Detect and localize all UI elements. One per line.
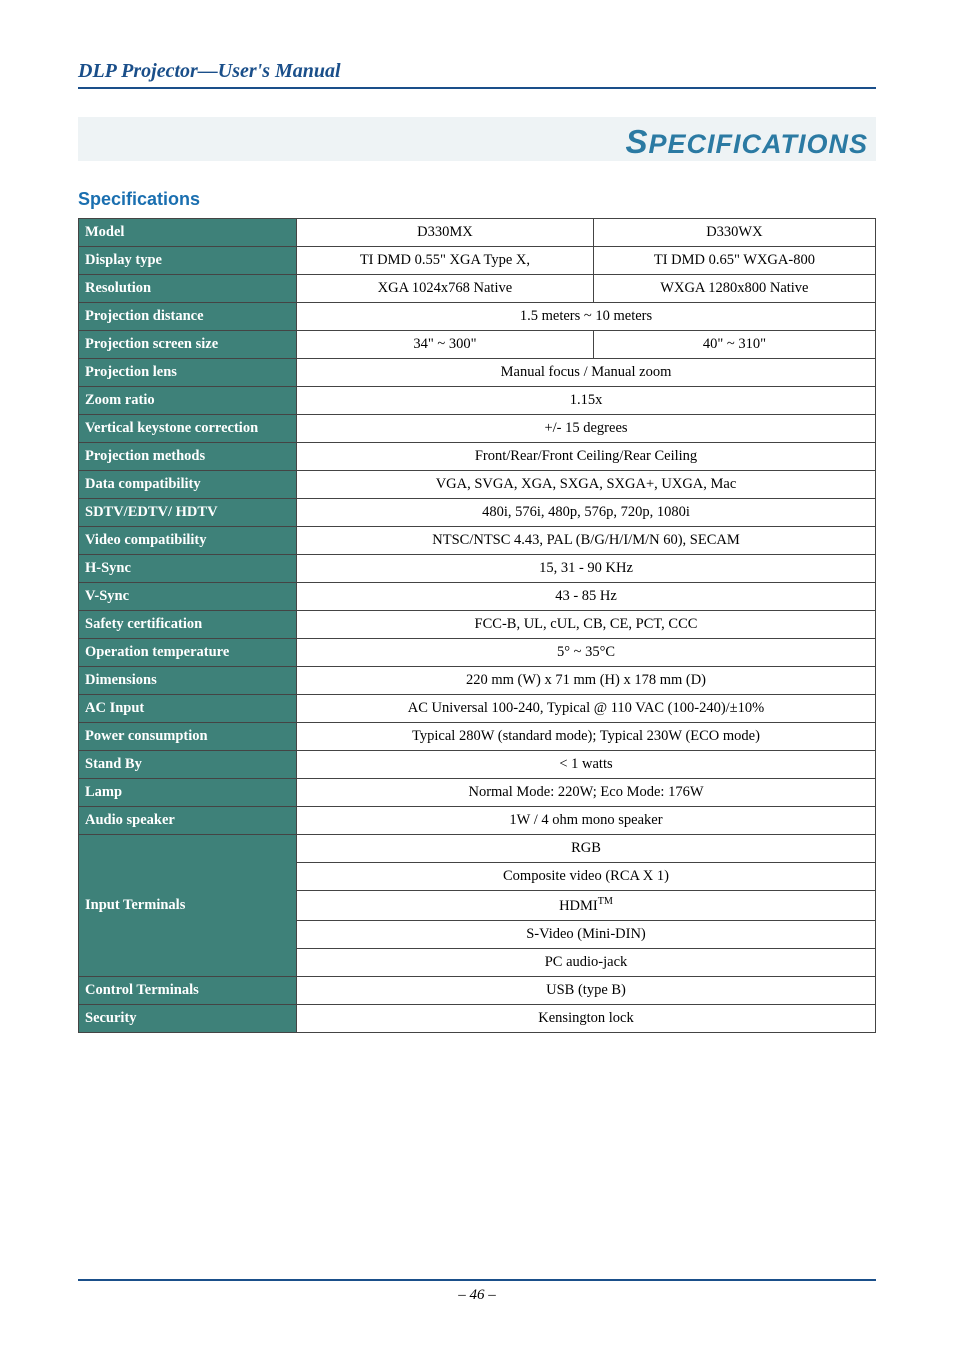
table-row: Stand By< 1 watts — [79, 751, 876, 779]
spec-value: FCC-B, UL, cUL, CB, CE, PCT, CCC — [297, 611, 876, 639]
spec-value: Manual focus / Manual zoom — [297, 359, 876, 387]
spec-value-right: TI DMD 0.65" WXGA-800 — [593, 247, 875, 275]
specifications-table: ModelD330MXD330WXDisplay typeTI DMD 0.55… — [78, 218, 876, 1033]
spec-value: Composite video (RCA X 1) — [297, 863, 876, 891]
table-row: Input TerminalsRGB — [79, 835, 876, 863]
table-row: V-Sync43 - 85 Hz — [79, 583, 876, 611]
table-row: Safety certificationFCC-B, UL, cUL, CB, … — [79, 611, 876, 639]
table-row: Control TerminalsUSB (type B) — [79, 976, 876, 1004]
table-row: SecurityKensington lock — [79, 1004, 876, 1032]
spec-label: Resolution — [79, 275, 297, 303]
spec-value: < 1 watts — [297, 751, 876, 779]
spec-value: PC audio-jack — [297, 948, 876, 976]
table-row: ResolutionXGA 1024x768 NativeWXGA 1280x8… — [79, 275, 876, 303]
spec-label: V-Sync — [79, 583, 297, 611]
table-row: Audio speaker1W / 4 ohm mono speaker — [79, 807, 876, 835]
spec-label: Stand By — [79, 751, 297, 779]
spec-value: 1.15x — [297, 387, 876, 415]
spec-value: 43 - 85 Hz — [297, 583, 876, 611]
spec-label: SDTV/EDTV/ HDTV — [79, 499, 297, 527]
spec-label: Display type — [79, 247, 297, 275]
table-row: Projection distance1.5 meters ~ 10 meter… — [79, 303, 876, 331]
table-row: Projection screen size34" ~ 300"40" ~ 31… — [79, 331, 876, 359]
table-row: H-Sync15, 31 - 90 KHz — [79, 555, 876, 583]
spec-value: RGB — [297, 835, 876, 863]
spec-value: 220 mm (W) x 71 mm (H) x 178 mm (D) — [297, 667, 876, 695]
spec-value: +/- 15 degrees — [297, 415, 876, 443]
spec-value: NTSC/NTSC 4.43, PAL (B/G/H/I/M/N 60), SE… — [297, 527, 876, 555]
spec-label: Projection lens — [79, 359, 297, 387]
spec-value: HDMITM — [297, 891, 876, 921]
table-row: Power consumptionTypical 280W (standard … — [79, 723, 876, 751]
spec-label: H-Sync — [79, 555, 297, 583]
spec-label: Operation temperature — [79, 639, 297, 667]
page-footer: – 46 – — [78, 1279, 876, 1304]
spec-value: VGA, SVGA, XGA, SXGA, SXGA+, UXGA, Mac — [297, 471, 876, 499]
spec-value: 1.5 meters ~ 10 meters — [297, 303, 876, 331]
spec-label: AC Input — [79, 695, 297, 723]
spec-value-right: D330WX — [593, 219, 875, 247]
spec-value: 1W / 4 ohm mono speaker — [297, 807, 876, 835]
table-row: Projection lensManual focus / Manual zoo… — [79, 359, 876, 387]
spec-value: USB (type B) — [297, 976, 876, 1004]
table-row: Zoom ratio1.15x — [79, 387, 876, 415]
spec-value: S-Video (Mini-DIN) — [297, 920, 876, 948]
spec-label: Model — [79, 219, 297, 247]
table-row: Display typeTI DMD 0.55" XGA Type X,TI D… — [79, 247, 876, 275]
spec-value-left: D330MX — [297, 219, 594, 247]
spec-value: Normal Mode: 220W; Eco Mode: 176W — [297, 779, 876, 807]
table-row: Data compatibilityVGA, SVGA, XGA, SXGA, … — [79, 471, 876, 499]
table-row: ModelD330MXD330WX — [79, 219, 876, 247]
header-rule — [78, 87, 876, 89]
page-number: – 46 – — [78, 1287, 876, 1304]
manual-header-title: DLP Projector—User's Manual — [78, 60, 876, 83]
spec-value-left: TI DMD 0.55" XGA Type X, — [297, 247, 594, 275]
spec-value: Front/Rear/Front Ceiling/Rear Ceiling — [297, 443, 876, 471]
spec-value-right: 40" ~ 310" — [593, 331, 875, 359]
spec-value-right: WXGA 1280x800 Native — [593, 275, 875, 303]
spec-value: 15, 31 - 90 KHz — [297, 555, 876, 583]
table-row: Dimensions220 mm (W) x 71 mm (H) x 178 m… — [79, 667, 876, 695]
section-title: Specifications — [78, 189, 876, 210]
spec-label: Lamp — [79, 779, 297, 807]
spec-label: Zoom ratio — [79, 387, 297, 415]
spec-value: Kensington lock — [297, 1004, 876, 1032]
spec-label: Safety certification — [79, 611, 297, 639]
chapter-title: SPECIFICATIONS — [625, 123, 868, 161]
spec-tbody: ModelD330MXD330WXDisplay typeTI DMD 0.55… — [79, 219, 876, 1033]
spec-label: Projection methods — [79, 443, 297, 471]
spec-label: Security — [79, 1004, 297, 1032]
table-row: Vertical keystone correction+/- 15 degre… — [79, 415, 876, 443]
spec-label: Vertical keystone correction — [79, 415, 297, 443]
spec-value: 5° ~ 35°C — [297, 639, 876, 667]
table-row: Video compatibilityNTSC/NTSC 4.43, PAL (… — [79, 527, 876, 555]
spec-label: Audio speaker — [79, 807, 297, 835]
chapter-bar: SPECIFICATIONS — [78, 117, 876, 161]
table-row: AC InputAC Universal 100-240, Typical @ … — [79, 695, 876, 723]
spec-label: Video compatibility — [79, 527, 297, 555]
spec-label: Data compatibility — [79, 471, 297, 499]
spec-value: Typical 280W (standard mode); Typical 23… — [297, 723, 876, 751]
footer-rule — [78, 1279, 876, 1281]
spec-label: Dimensions — [79, 667, 297, 695]
table-row: Projection methodsFront/Rear/Front Ceili… — [79, 443, 876, 471]
spec-value: 480i, 576i, 480p, 576p, 720p, 1080i — [297, 499, 876, 527]
table-row: LampNormal Mode: 220W; Eco Mode: 176W — [79, 779, 876, 807]
spec-label: Power consumption — [79, 723, 297, 751]
spec-value-left: XGA 1024x768 Native — [297, 275, 594, 303]
table-row: Operation temperature5° ~ 35°C — [79, 639, 876, 667]
table-row: SDTV/EDTV/ HDTV480i, 576i, 480p, 576p, 7… — [79, 499, 876, 527]
spec-label: Control Terminals — [79, 976, 297, 1004]
spec-label: Projection screen size — [79, 331, 297, 359]
spec-label: Input Terminals — [79, 835, 297, 977]
spec-label: Projection distance — [79, 303, 297, 331]
spec-value-left: 34" ~ 300" — [297, 331, 594, 359]
spec-value: AC Universal 100-240, Typical @ 110 VAC … — [297, 695, 876, 723]
